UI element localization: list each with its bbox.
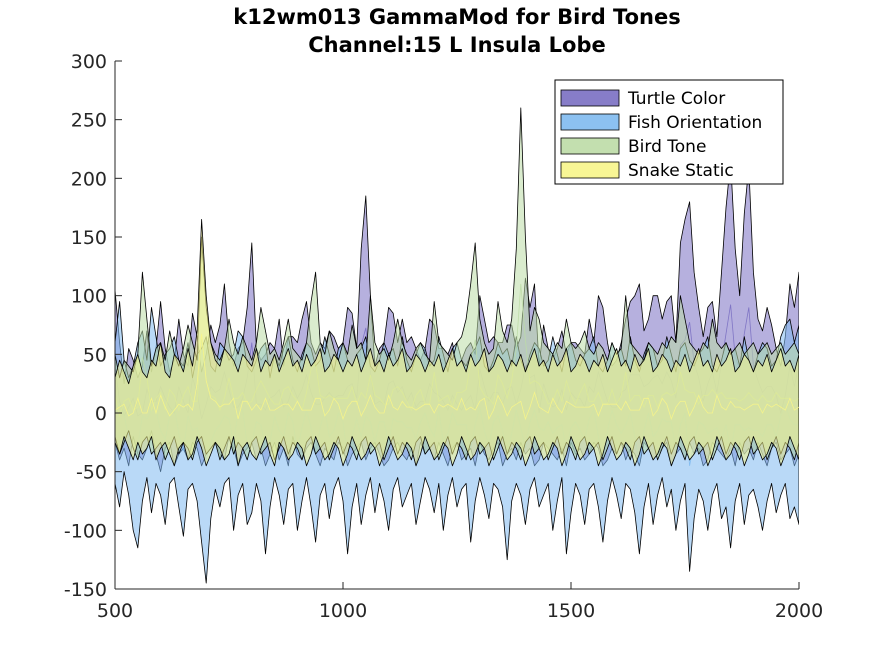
chart-title-line-1: k12wm013 GammaMod for Bird Tones [233,5,680,29]
chart-title-line-2: Channel:15 L Insula Lobe [308,33,605,57]
series-mean-snake-static [115,333,799,421]
x-tick-label: 1500 [547,600,595,622]
y-tick-label: -100 [64,520,107,542]
legend-swatch-snake-static [560,161,620,179]
x-tick-label: 2000 [775,600,823,622]
y-tick-label: 100 [71,286,107,308]
y-tick-label: 150 [71,227,107,249]
y-tick-label: 200 [71,168,107,190]
legend-label-turtle-color: Turtle Color [627,89,725,109]
legend-swatch-bird-tone [560,137,620,155]
x-tick-label: 500 [97,600,133,622]
y-tick-label: 50 [83,344,107,366]
legend-swatch-turtle-color [560,89,620,107]
legend[interactable]: Turtle Color Fish Orientation Bird Tone Sna… [554,79,784,185]
y-tick-label: 300 [71,51,107,73]
legend-label-bird-tone: Bird Tone [628,137,706,157]
series-group [115,107,799,584]
y-tick-label: 0 [95,403,107,425]
legend-label-fish-orientation: Fish Orientation [628,113,762,133]
y-tick-label: 250 [71,110,107,132]
legend-swatch-fish-orientation [560,113,620,131]
legend-label-snake-static: Snake Static [628,161,734,181]
x-tick-label: 1000 [319,600,367,622]
y-tick-label: -150 [64,579,107,601]
y-tick-label: -50 [76,462,107,484]
plot-area [115,107,799,584]
